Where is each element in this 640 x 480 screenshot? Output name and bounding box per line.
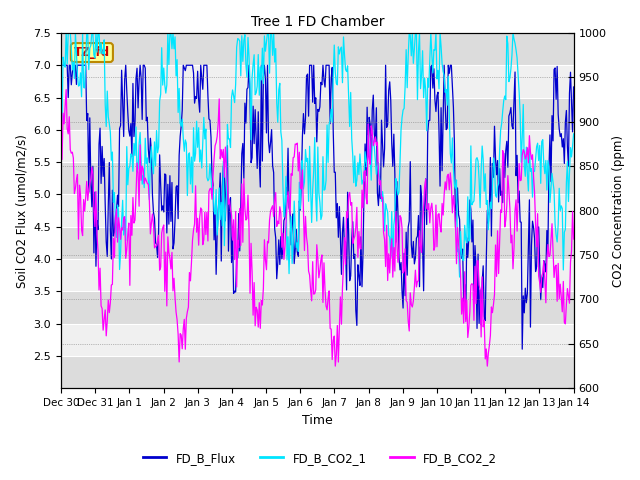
Bar	[61, 65, 573, 97]
Bar	[61, 356, 573, 388]
Y-axis label: Soil CO2 Flux (umol/m2/s): Soil CO2 Flux (umol/m2/s)	[15, 134, 28, 288]
Bar	[61, 259, 573, 291]
X-axis label: Time: Time	[302, 414, 333, 427]
Bar	[61, 324, 573, 356]
Bar	[61, 162, 573, 194]
Bar	[61, 33, 573, 65]
Title: Tree 1 FD Chamber: Tree 1 FD Chamber	[250, 15, 384, 29]
Y-axis label: CO2 Concentration (ppm): CO2 Concentration (ppm)	[612, 134, 625, 287]
Text: TZ_fd: TZ_fd	[74, 46, 110, 59]
Bar	[61, 194, 573, 227]
Bar	[61, 291, 573, 324]
Bar	[61, 130, 573, 162]
Bar	[61, 227, 573, 259]
Bar	[61, 97, 573, 130]
Legend: FD_B_Flux, FD_B_CO2_1, FD_B_CO2_2: FD_B_Flux, FD_B_CO2_1, FD_B_CO2_2	[138, 447, 502, 469]
